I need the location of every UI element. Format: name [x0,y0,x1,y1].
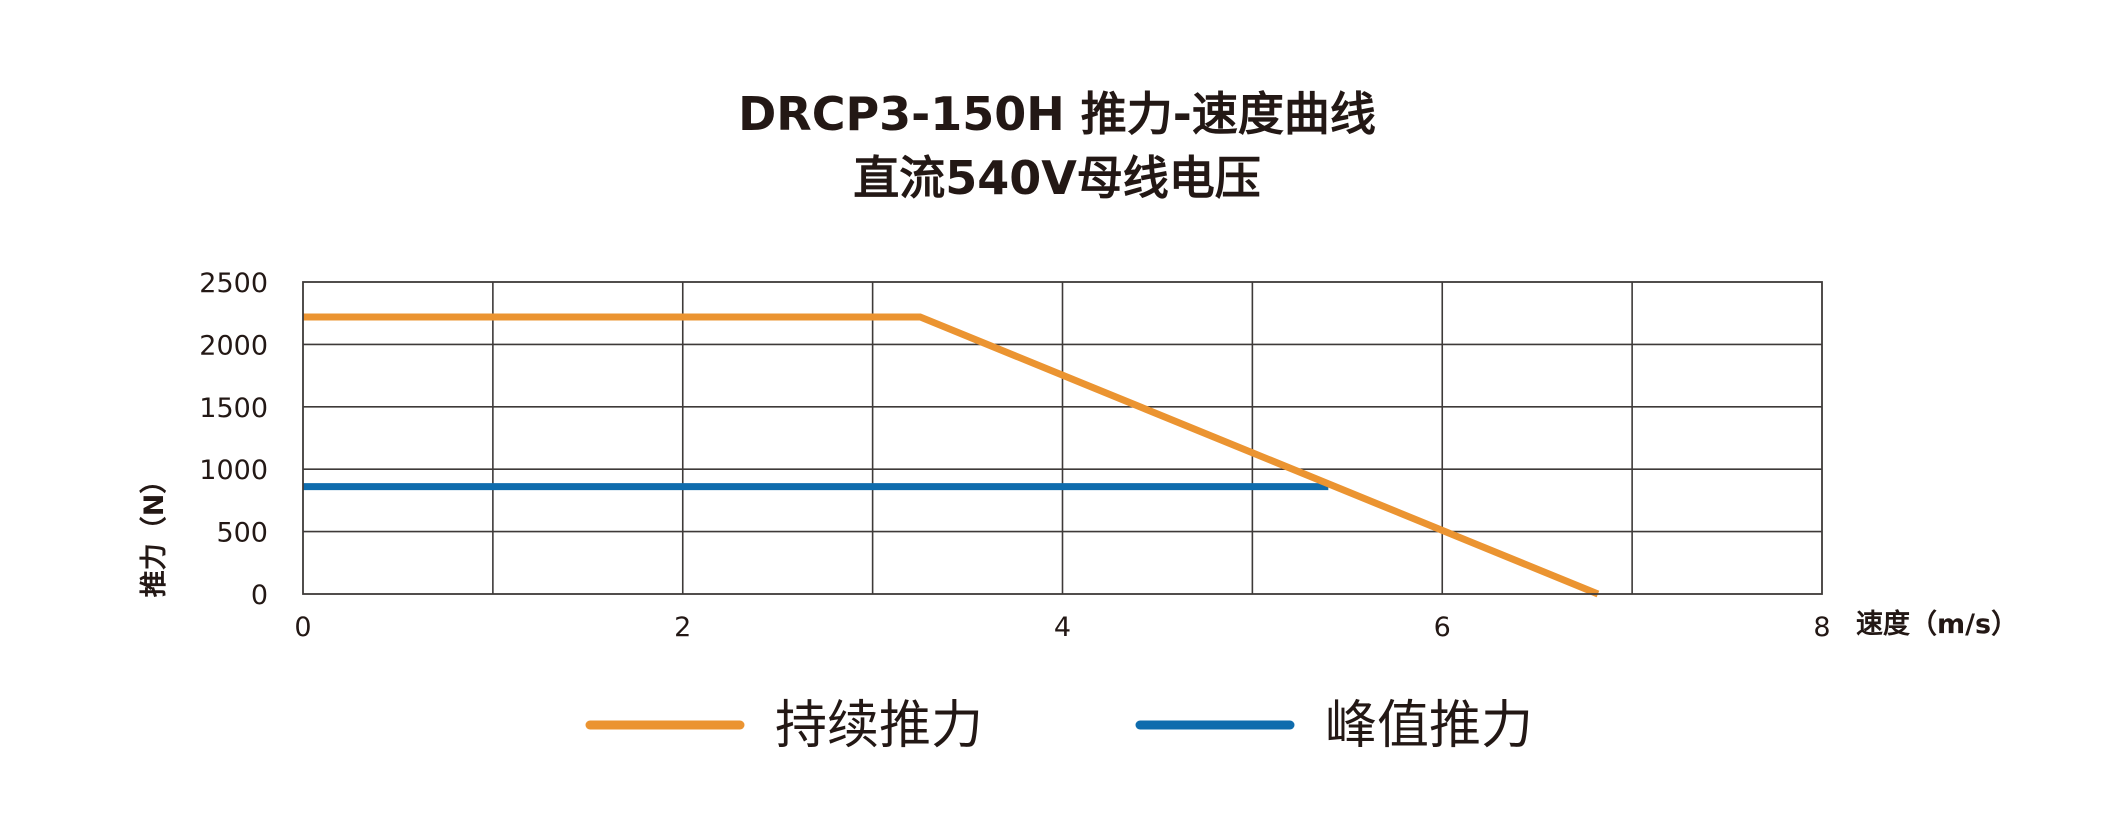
x-tick-label: 4 [1054,612,1071,643]
series-lines [303,313,1600,598]
y-tick-label: 500 [216,518,268,549]
y-tick-label: 2500 [199,268,268,299]
x-tick-label: 8 [1813,612,1830,643]
y-tick-label: 1000 [199,455,268,486]
chart-title: DRCP3-150H 推力-速度曲线 [738,87,1376,141]
legend-label-0: 持续推力 [775,696,983,756]
legend-label-1: 峰值推力 [1325,696,1533,756]
x-tick-label: 6 [1434,612,1451,643]
x-axis-label: 速度（m/s） [1856,608,2018,640]
y-tick-label: 2000 [199,330,268,361]
y-tick-label: 1500 [199,393,268,424]
legend: 持续推力 峰值推力 [585,696,1533,756]
tick-labels: 0 500 1000 1500 2000 2500 0 2 4 6 8 [199,268,1830,643]
x-tick-label: 0 [294,612,311,643]
plot-area-frame [302,281,1823,595]
y-axis-label: 推力（N） [139,467,170,598]
series-line-0 [303,313,1600,598]
x-tick-label: 2 [674,612,691,643]
chart-subtitle: 直流540V母线电压 [853,151,1261,205]
grid [303,282,1822,594]
y-tick-label: 0 [251,580,268,611]
